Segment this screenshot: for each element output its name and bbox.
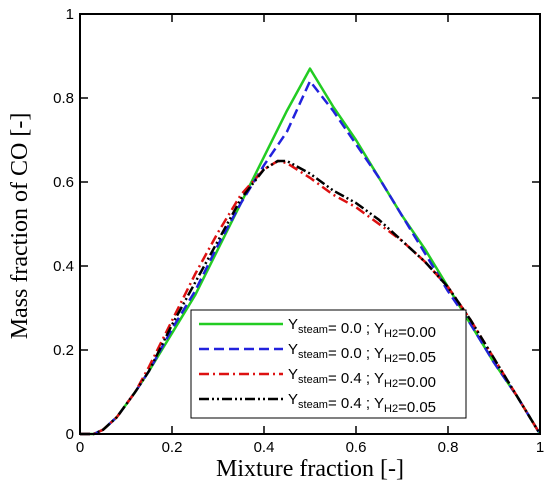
x-tick-label: 0.2: [162, 439, 183, 456]
y-tick-label: 0.8: [53, 90, 74, 107]
y-tick-label: 0.2: [53, 342, 74, 359]
x-tick-label: 0: [76, 439, 84, 456]
x-axis-title: Mixture fraction [-]: [216, 456, 404, 482]
x-tick-label: 0.6: [346, 439, 367, 456]
series-line-4: [80, 159, 542, 436]
series-line-3: [80, 159, 542, 436]
y-tick-label: 0.6: [53, 174, 74, 191]
legend-label-2: Ysteam= 0.0 ; YH2=0.05: [288, 341, 436, 366]
x-tick-label: 0.4: [254, 439, 275, 456]
y-axis-title: Mass fraction of CO [-]: [7, 113, 33, 340]
y-tick-label: 0.4: [53, 258, 74, 275]
legend-label-3: Ysteam= 0.4 ; YH2=0.00: [288, 366, 436, 391]
plot-frame: [79, 13, 541, 435]
x-tick-label: 1: [536, 439, 544, 456]
legend-label-4: Ysteam= 0.4 ; YH2=0.05: [288, 391, 436, 416]
y-tick-label: 0: [66, 426, 74, 443]
ticks-layer: 0 0.2 0.4 0.6 0.8 1 0 0.2 0.4 0.6 0.8 1: [53, 6, 544, 456]
series-layer: [80, 67, 542, 436]
legend-label-1: Ysteam= 0.0 ; YH2=0.00: [288, 316, 436, 341]
x-tick-label: 0.8: [438, 439, 459, 456]
y-tick-label: 1: [66, 6, 74, 23]
